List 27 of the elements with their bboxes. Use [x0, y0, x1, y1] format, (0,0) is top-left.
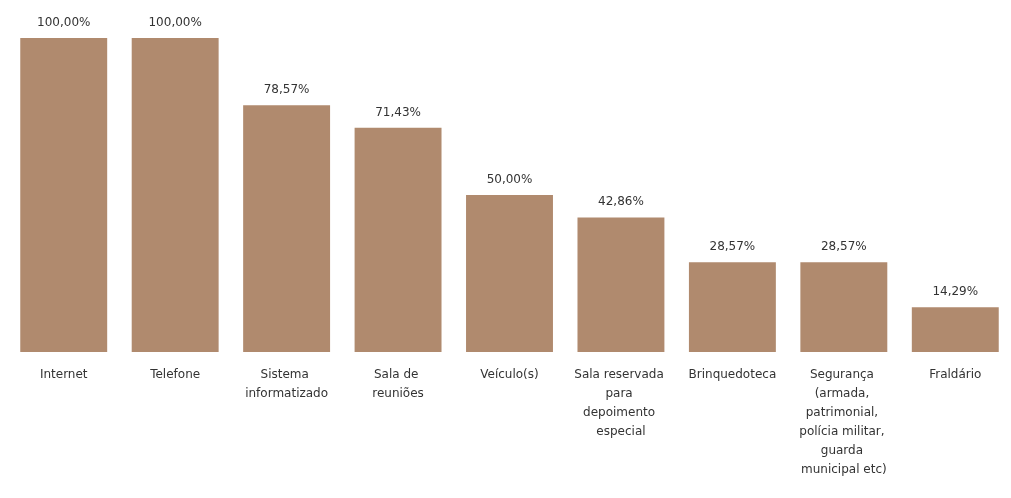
- data-label: 100,00%: [37, 15, 91, 29]
- bar: [466, 195, 553, 352]
- data-label: 28,57%: [820, 239, 867, 254]
- data-label: 78,57%: [263, 82, 310, 97]
- data-label: 42,86%: [598, 194, 644, 209]
- data-label: 14,29%: [932, 284, 979, 299]
- bar: [577, 217, 665, 352]
- bar: [20, 38, 108, 352]
- bar: [688, 262, 776, 352]
- bar: [131, 38, 219, 352]
- x-tick-label: Sistema informatizado: [245, 366, 329, 400]
- bar: [243, 105, 331, 352]
- data-label: 71,43%: [375, 104, 421, 119]
- bar: [911, 307, 999, 352]
- x-tick-label: Brinquedoteca: [688, 366, 777, 381]
- bar: [800, 262, 888, 352]
- bar: [354, 127, 442, 352]
- x-tick-label: Sala de reuniões: [372, 366, 424, 400]
- x-tick-label: Telefone: [149, 366, 201, 381]
- x-tick-label: Segurança (armada, patrimonial, polícia militar, guarda municipal etc): [799, 366, 889, 476]
- x-tick-label: Sala reservada para depoimento especial: [574, 366, 668, 438]
- x-tick-label: Fraldário: [929, 366, 982, 381]
- x-tick-label: Veículo(s): [480, 366, 539, 381]
- x-tick-label: Internet: [39, 366, 88, 381]
- data-label: 100,00%: [148, 15, 202, 29]
- data-label: 50,00%: [486, 172, 533, 186]
- data-label: 28,57%: [709, 239, 756, 254]
